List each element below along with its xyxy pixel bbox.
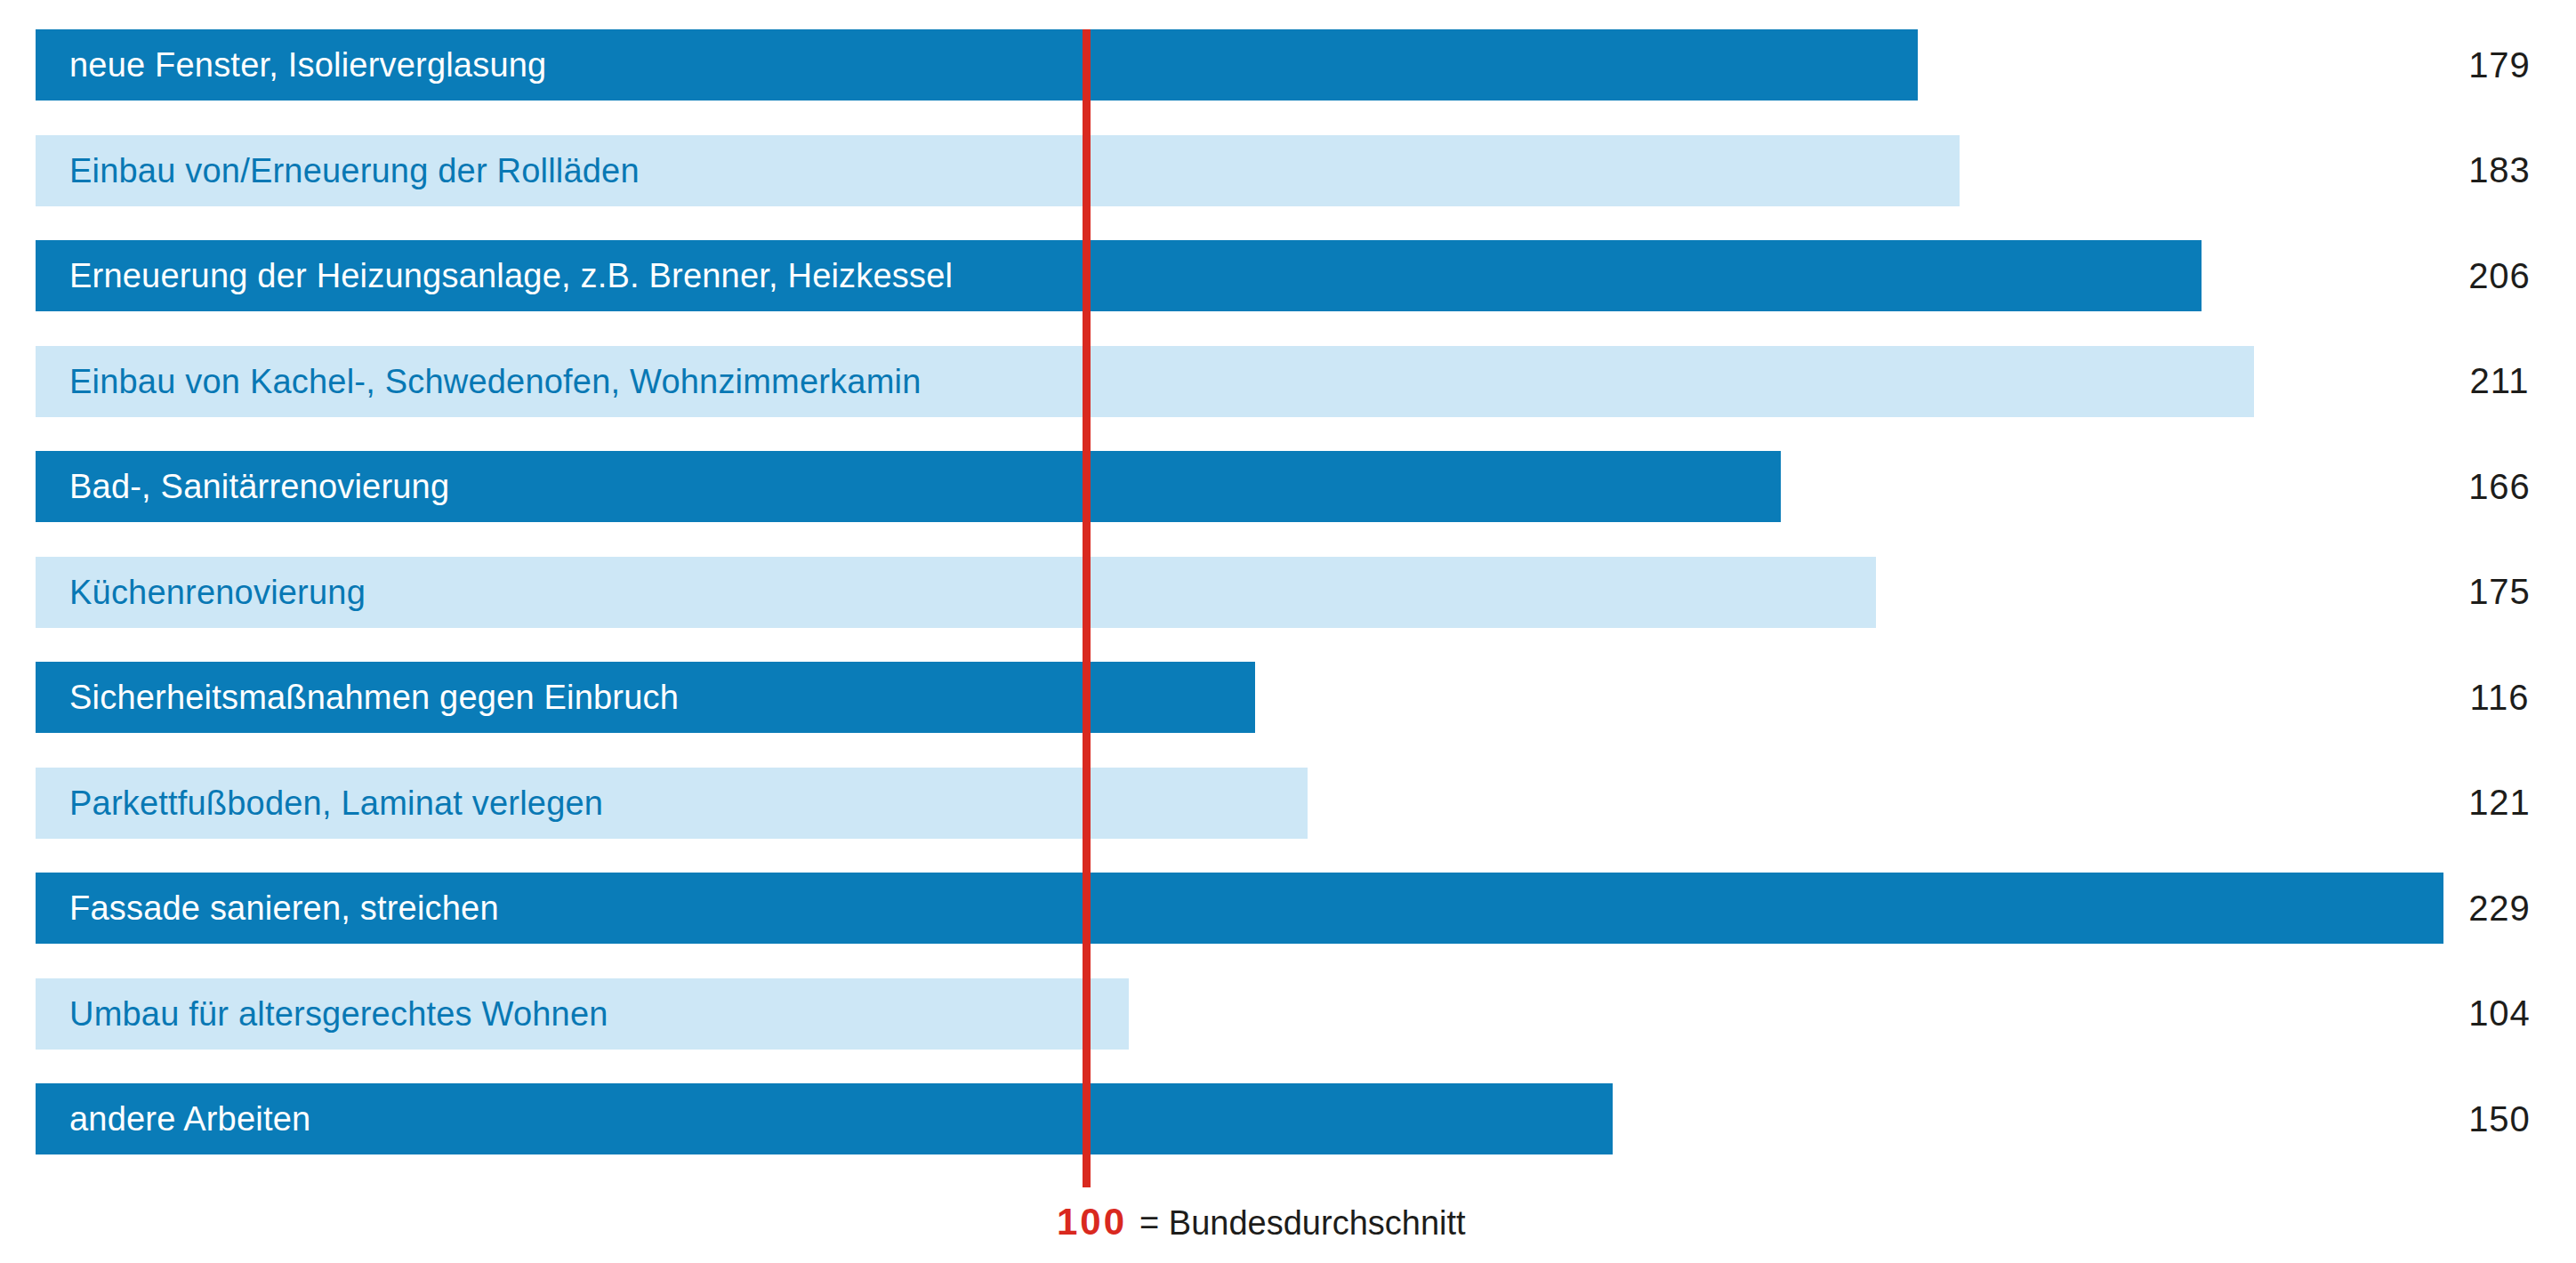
bar: Küchenrenovierung	[36, 557, 1876, 628]
bar-row: andere Arbeiten 150	[0, 1083, 2576, 1154]
bar: Parkettfußboden, Laminat verlegen	[36, 768, 1308, 839]
bar-row: Umbau für altersgerechtes Wohnen 104	[0, 978, 2576, 1050]
bar: Sicherheitsmaßnahmen gegen Einbruch	[36, 662, 1255, 733]
bar-label: neue Fenster, Isolierverglasung	[69, 48, 546, 82]
bar: Einbau von Kachel-, Schwedenofen, Wohnzi…	[36, 346, 2254, 417]
bar-label: Umbau für altersgerechtes Wohnen	[69, 997, 608, 1031]
bar-value: 206	[2428, 240, 2571, 311]
reference-value: 100	[1057, 1201, 1127, 1243]
bar-value: 175	[2428, 557, 2571, 628]
bar-label: Einbau von/Erneuerung der Rollläden	[69, 154, 640, 188]
bar: Erneuerung der Heizungsanlage, z.B. Bren…	[36, 240, 2202, 311]
bar-row: Einbau von Kachel-, Schwedenofen, Wohnzi…	[0, 346, 2576, 417]
bar-value: 211	[2428, 346, 2571, 417]
bar-value: 179	[2428, 29, 2571, 101]
bar-rows: neue Fenster, Isolierverglasung 179 Einb…	[0, 29, 2576, 1154]
bar-label: Fassade sanieren, streichen	[69, 891, 499, 925]
bar-value: 229	[2428, 873, 2571, 944]
bar-row: neue Fenster, Isolierverglasung 179	[0, 29, 2576, 101]
bar-value: 116	[2428, 662, 2571, 733]
bar-row: Sicherheitsmaßnahmen gegen Einbruch 116	[0, 662, 2576, 733]
bar-label: Bad-, Sanitärrenovierung	[69, 470, 449, 503]
bar-label: Sicherheitsmaßnahmen gegen Einbruch	[69, 680, 679, 714]
bar-row: Erneuerung der Heizungsanlage, z.B. Bren…	[0, 240, 2576, 311]
bar-value: 121	[2428, 768, 2571, 839]
reference-line	[1083, 29, 1091, 1187]
bar-row: Küchenrenovierung 175	[0, 557, 2576, 628]
bar: Bad-, Sanitärrenovierung	[36, 451, 1781, 522]
bar-value: 183	[2428, 135, 2571, 206]
bar-label: Küchenrenovierung	[69, 575, 366, 609]
bar-value: 150	[2428, 1083, 2571, 1154]
bar-value: 166	[2428, 451, 2571, 522]
bar-label: andere Arbeiten	[69, 1102, 310, 1136]
bar-row: Bad-, Sanitärrenovierung 166	[0, 451, 2576, 522]
bar-value: 104	[2428, 978, 2571, 1050]
bar-row: Einbau von/Erneuerung der Rollläden 183	[0, 135, 2576, 206]
bar: neue Fenster, Isolierverglasung	[36, 29, 1918, 101]
bar-row: Fassade sanieren, streichen 229	[0, 873, 2576, 944]
bar-label: Parkettfußboden, Laminat verlegen	[69, 786, 603, 820]
bar: andere Arbeiten	[36, 1083, 1613, 1154]
bar: Fassade sanieren, streichen	[36, 873, 2443, 944]
bar-label: Erneuerung der Heizungsanlage, z.B. Bren…	[69, 259, 953, 293]
renovation-index-bar-chart: neue Fenster, Isolierverglasung 179 Einb…	[0, 0, 2576, 1263]
reference-label: = Bundesdurchschnitt	[1139, 1204, 1466, 1243]
bar-row: Parkettfußboden, Laminat verlegen 121	[0, 768, 2576, 839]
bar: Umbau für altersgerechtes Wohnen	[36, 978, 1129, 1050]
reference-legend: 100 = Bundesdurchschnitt	[1057, 1201, 1466, 1243]
bar-label: Einbau von Kachel-, Schwedenofen, Wohnzi…	[69, 365, 921, 398]
bar: Einbau von/Erneuerung der Rollläden	[36, 135, 1960, 206]
